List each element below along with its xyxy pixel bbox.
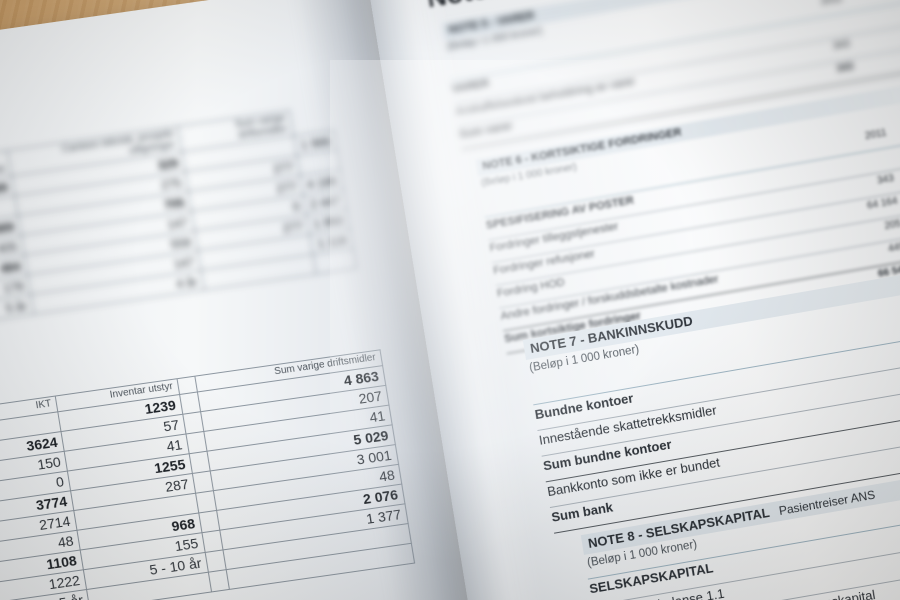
year-header: 2011 bbox=[820, 0, 844, 8]
year-header: 2011 bbox=[864, 127, 888, 142]
year-header: 2011 bbox=[875, 313, 900, 337]
